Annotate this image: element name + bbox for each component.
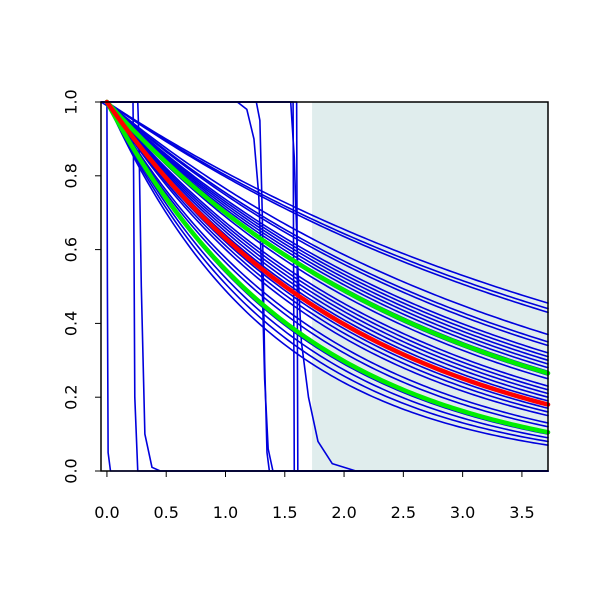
series-line-blue <box>106 101 549 439</box>
shaded-region <box>312 102 548 471</box>
series-line-blue <box>106 101 549 310</box>
series-line-blue <box>106 101 549 417</box>
series-line-blue <box>106 101 549 365</box>
series-line-green <box>104 99 551 435</box>
y-tick-label: 0.4 <box>62 311 81 336</box>
series-line-blue <box>106 101 549 354</box>
series-line-blue <box>106 101 549 413</box>
series-line-blue <box>106 101 549 314</box>
x-tick-label: 0.0 <box>94 503 119 522</box>
series-line-blue <box>106 101 549 336</box>
series-line-blue <box>106 101 549 443</box>
y-tick-label: 0.0 <box>62 458 81 483</box>
series-line-blue <box>106 101 549 343</box>
series-line-blue <box>106 101 549 424</box>
x-tick-label: 1.0 <box>213 503 238 522</box>
series-line-blue <box>106 101 549 391</box>
x-tick-label: 3.0 <box>450 503 475 522</box>
series-line-blue <box>106 101 549 446</box>
series-line-green <box>104 99 551 376</box>
x-axis: 0.0 0.5 1.0 1.5 2.0 2.5 3.0 3.5 <box>94 471 535 522</box>
series-line-blue <box>106 101 549 428</box>
x-tick-label: 1.5 <box>272 503 297 522</box>
series-line-blue <box>106 101 549 304</box>
series-layer <box>100 99 551 472</box>
y-axis: 0.0 0.2 0.4 0.6 0.8 1.0 <box>62 89 101 484</box>
series-line-blue <box>106 101 549 395</box>
plot-frame <box>100 101 549 472</box>
series-line-blue <box>106 101 549 362</box>
y-tick-label: 0.6 <box>62 237 81 262</box>
series-line-blue <box>100 101 549 472</box>
series-line-blue <box>106 101 549 387</box>
series-line-blue <box>106 101 549 347</box>
x-tick-label: 2.5 <box>391 503 416 522</box>
x-tick-label: 0.5 <box>153 503 178 522</box>
x-tick-label: 2.0 <box>331 503 356 522</box>
y-tick-label: 0.8 <box>62 163 81 188</box>
series-line-blue <box>106 101 549 398</box>
x-tick-label: 3.5 <box>509 503 534 522</box>
series-line-red <box>104 99 551 407</box>
y-tick-label: 0.2 <box>62 384 81 409</box>
y-tick-label: 1.0 <box>62 89 81 114</box>
series-line-blue <box>106 101 549 358</box>
series-line-blue <box>100 101 549 472</box>
